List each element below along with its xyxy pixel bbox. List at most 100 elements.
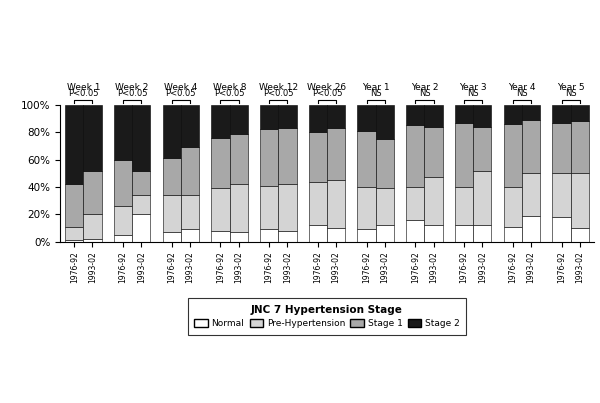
Bar xyxy=(163,195,181,232)
Bar xyxy=(327,180,345,228)
Bar xyxy=(260,105,278,129)
Bar xyxy=(181,195,199,229)
Text: Year 5: Year 5 xyxy=(557,83,584,92)
Text: Year 3: Year 3 xyxy=(460,83,487,92)
Bar xyxy=(473,127,491,170)
Bar xyxy=(278,184,296,231)
Bar xyxy=(65,227,83,241)
Bar xyxy=(522,173,540,216)
Bar xyxy=(376,225,394,242)
Bar xyxy=(376,139,394,188)
Bar xyxy=(181,147,199,195)
Text: Week 1: Week 1 xyxy=(67,83,100,92)
Bar xyxy=(230,184,248,232)
Bar xyxy=(65,241,83,242)
Bar xyxy=(406,220,424,242)
Legend: Normal, Pre-Hypertension, Stage 1, Stage 2: Normal, Pre-Hypertension, Stage 1, Stage… xyxy=(188,298,466,334)
Text: Week 8: Week 8 xyxy=(213,83,246,92)
Text: P<0.05: P<0.05 xyxy=(312,89,342,98)
Bar xyxy=(163,158,181,195)
Bar xyxy=(230,232,248,242)
Text: P<0.05: P<0.05 xyxy=(68,89,98,98)
Bar xyxy=(278,231,296,242)
Text: P<0.05: P<0.05 xyxy=(117,89,148,98)
Bar xyxy=(503,227,522,242)
Bar xyxy=(211,105,230,138)
Bar xyxy=(181,105,199,147)
Bar xyxy=(65,184,83,227)
Bar xyxy=(503,105,522,124)
Bar xyxy=(455,225,473,242)
Bar xyxy=(522,216,540,242)
Bar xyxy=(455,123,473,187)
Bar xyxy=(424,127,443,177)
Bar xyxy=(473,105,491,127)
Bar xyxy=(132,105,151,170)
Bar xyxy=(358,131,376,187)
Text: NS: NS xyxy=(516,89,528,98)
Bar xyxy=(309,132,327,181)
Bar xyxy=(406,187,424,220)
Bar xyxy=(309,105,327,132)
Bar xyxy=(230,133,248,184)
Bar xyxy=(211,188,230,231)
Bar xyxy=(132,170,151,195)
Text: Week 4: Week 4 xyxy=(164,83,197,92)
Text: Year 4: Year 4 xyxy=(508,83,536,92)
Bar xyxy=(455,187,473,225)
Text: Year 2: Year 2 xyxy=(411,83,438,92)
Bar xyxy=(553,173,571,217)
Bar xyxy=(571,105,589,121)
Text: Week 26: Week 26 xyxy=(307,83,347,92)
Bar xyxy=(114,160,132,206)
Bar xyxy=(260,129,278,186)
Bar xyxy=(424,225,443,242)
Bar xyxy=(455,105,473,123)
Bar xyxy=(114,235,132,242)
Bar xyxy=(327,105,345,128)
Bar xyxy=(163,232,181,242)
Bar xyxy=(503,124,522,187)
Text: Week 2: Week 2 xyxy=(115,83,149,92)
Text: Year 1: Year 1 xyxy=(362,83,389,92)
Bar xyxy=(260,186,278,229)
Bar xyxy=(553,123,571,173)
Bar xyxy=(83,214,101,239)
Bar xyxy=(65,105,83,184)
Bar xyxy=(424,105,443,127)
Bar xyxy=(358,105,376,131)
Bar xyxy=(571,173,589,228)
Bar xyxy=(278,105,296,128)
Bar xyxy=(553,217,571,242)
Bar xyxy=(132,195,151,214)
Text: NS: NS xyxy=(419,89,430,98)
Bar xyxy=(327,128,345,180)
Bar xyxy=(424,177,443,225)
Bar xyxy=(522,120,540,173)
Bar xyxy=(571,121,589,173)
Bar xyxy=(522,105,540,120)
Text: NS: NS xyxy=(565,89,577,98)
Bar xyxy=(309,225,327,242)
Bar xyxy=(406,105,424,125)
Bar xyxy=(114,105,132,160)
Bar xyxy=(473,170,491,225)
Bar xyxy=(83,170,101,214)
Bar xyxy=(309,181,327,225)
Bar xyxy=(406,125,424,187)
Bar xyxy=(376,188,394,225)
Bar xyxy=(230,105,248,133)
Bar xyxy=(83,239,101,242)
Bar xyxy=(358,229,376,242)
Text: P<0.05: P<0.05 xyxy=(263,89,293,98)
Bar xyxy=(132,214,151,242)
Bar xyxy=(473,225,491,242)
Bar xyxy=(571,228,589,242)
Bar xyxy=(376,105,394,139)
Bar xyxy=(553,105,571,123)
Bar xyxy=(83,105,101,170)
Text: Week 12: Week 12 xyxy=(259,83,298,92)
Bar xyxy=(211,138,230,188)
Bar xyxy=(163,105,181,158)
Text: P<0.05: P<0.05 xyxy=(166,89,196,98)
